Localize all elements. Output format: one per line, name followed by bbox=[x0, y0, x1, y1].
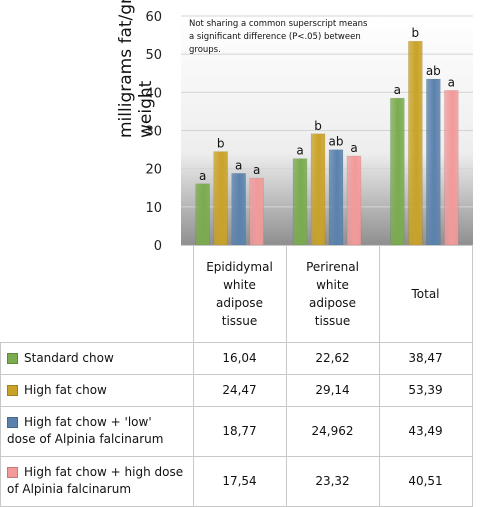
table-corner bbox=[0, 245, 194, 343]
row-label-text: High fat chow + high dose bbox=[24, 465, 184, 479]
table-cell: 29,14 bbox=[285, 373, 380, 407]
bar bbox=[249, 177, 264, 246]
row-label-low-dose: High fat chow + 'low' dose of Alpinia fa… bbox=[0, 405, 194, 457]
data-table: Epididymal white adipose tissue Perirena… bbox=[0, 245, 473, 507]
bar-significance-letter: a bbox=[253, 163, 260, 177]
bar bbox=[426, 78, 441, 246]
category-line: adipose bbox=[309, 295, 356, 310]
bar bbox=[328, 149, 344, 246]
note-line-3: groups. bbox=[189, 45, 221, 55]
bar-significance-letter: b bbox=[412, 26, 420, 40]
bar-significance-letter: ab bbox=[329, 135, 344, 149]
table-row: High fat chow + 'low' dose of Alpinia fa… bbox=[0, 405, 473, 457]
bar-significance-letter: b bbox=[217, 137, 225, 151]
category-line: tissue bbox=[221, 313, 258, 328]
table-cell: 16,04 bbox=[192, 341, 287, 375]
table-cell: 18,77 bbox=[192, 405, 287, 457]
bar-significance-letter: a bbox=[394, 83, 401, 97]
y-tick-label: 40 bbox=[145, 86, 162, 101]
bar-significance-letter: a bbox=[235, 158, 242, 172]
table-row: High fat chow 24,47 29,14 53,39 bbox=[0, 373, 473, 407]
row-label-text: High fat chow + 'low' bbox=[24, 415, 152, 429]
bar bbox=[310, 133, 326, 246]
table-cell: 38,47 bbox=[378, 341, 473, 375]
category-line: adipose bbox=[216, 295, 263, 310]
bar-significance-letter: ab bbox=[426, 64, 441, 78]
bar-significance-letter: a bbox=[350, 141, 357, 155]
category-header-perirenal: Perirenal white adipose tissue bbox=[285, 245, 380, 343]
bar bbox=[195, 183, 210, 246]
legend-swatch bbox=[7, 353, 18, 364]
category-header-row: Epididymal white adipose tissue Perirena… bbox=[0, 245, 473, 343]
table-cell: 24,47 bbox=[192, 373, 287, 407]
table-cell: 43,49 bbox=[378, 405, 473, 457]
bar bbox=[292, 158, 308, 246]
table-cell: 17,54 bbox=[192, 455, 287, 507]
category-header-total: Total bbox=[378, 245, 473, 343]
table-cell: 40,51 bbox=[378, 455, 473, 507]
legend-swatch bbox=[7, 385, 18, 396]
bar-significance-letter: b bbox=[314, 119, 322, 133]
bar bbox=[390, 97, 405, 246]
category-line: Epididymal bbox=[206, 259, 273, 274]
row-label-high-fat-chow: High fat chow bbox=[0, 373, 194, 407]
y-tick-label: 50 bbox=[145, 48, 162, 63]
bar-significance-letter: a bbox=[199, 169, 206, 183]
bar bbox=[444, 90, 459, 246]
row-label-text: dose of Alpinia falcinarum bbox=[7, 432, 164, 446]
table-row: Standard chow 16,04 22,62 38,47 bbox=[0, 341, 473, 375]
row-label-text: Standard chow bbox=[24, 351, 114, 365]
table-row: High fat chow + high dose of Alpinia fal… bbox=[0, 455, 473, 507]
bar bbox=[346, 155, 362, 246]
note-line-2: a significant difference (P<.05) between bbox=[189, 32, 361, 42]
row-label-standard-chow: Standard chow bbox=[0, 341, 194, 375]
y-tick-label: 60 bbox=[145, 10, 162, 25]
legend-swatch bbox=[7, 467, 18, 478]
table-cell: 22,62 bbox=[285, 341, 380, 375]
note-line-1: Not sharing a common superscript means bbox=[189, 19, 368, 29]
bar-significance-letter: a bbox=[448, 75, 455, 89]
legend-swatch bbox=[7, 417, 18, 428]
table-cell: 24,962 bbox=[285, 405, 380, 457]
table-cell: 23,32 bbox=[285, 455, 380, 507]
y-tick-label: 30 bbox=[145, 125, 162, 140]
bar bbox=[408, 40, 423, 246]
y-axis-label: milligrams fat/gram body weight bbox=[116, 0, 156, 138]
y-tick-label: 10 bbox=[145, 201, 162, 216]
category-line: Perirenal bbox=[306, 259, 359, 274]
row-label-high-dose: High fat chow + high dose of Alpinia fal… bbox=[0, 455, 194, 507]
significance-note: Not sharing a common superscript means a… bbox=[189, 18, 409, 57]
bar bbox=[231, 173, 246, 246]
bar bbox=[213, 151, 228, 246]
category-line: white bbox=[223, 277, 256, 292]
category-line: tissue bbox=[314, 313, 351, 328]
row-label-text: High fat chow bbox=[24, 383, 107, 397]
category-header-epididymal: Epididymal white adipose tissue bbox=[192, 245, 287, 343]
y-tick-label: 20 bbox=[145, 163, 162, 178]
bar-significance-letter: a bbox=[296, 144, 303, 158]
category-line: Total bbox=[411, 286, 440, 301]
row-label-text: of Alpinia falcinarum bbox=[7, 482, 132, 496]
table-cell: 53,39 bbox=[378, 373, 473, 407]
category-line: white bbox=[316, 277, 349, 292]
